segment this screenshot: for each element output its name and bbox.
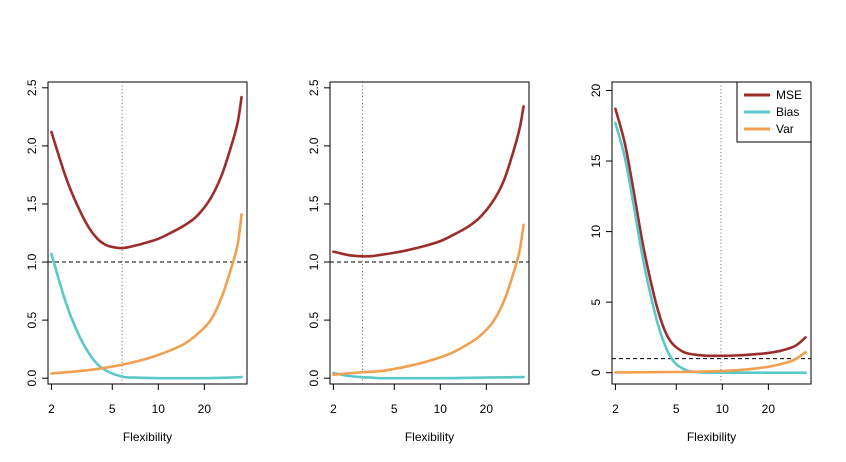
var-line [50, 213, 243, 375]
y-tick-label: 2.0 [25, 137, 39, 154]
mse-line [332, 105, 525, 258]
legend-box [736, 81, 812, 143]
legend-label-var: Var [776, 122, 794, 136]
y-tick-label: 0.5 [25, 311, 39, 328]
x-tick-label: 2 [330, 402, 337, 416]
y-tick-label: 1.5 [25, 195, 39, 212]
var-line [332, 223, 525, 377]
plot-frame [611, 81, 812, 385]
x-tick-label: 20 [762, 402, 776, 416]
x-tick-label: 5 [673, 402, 680, 416]
plot-frame [47, 81, 248, 385]
x-tick-label: 2 [612, 402, 619, 416]
x-axis-title: Flexibility [123, 430, 172, 444]
bias-line [50, 252, 243, 380]
x-tick-label: 10 [152, 402, 166, 416]
panel-2: 0.0 0.5 1.0 1.5 2.0 2.5 2 5 10 20 Flexibility [307, 79, 530, 444]
x-tick-label: 5 [109, 402, 116, 416]
x-tick-label: 10 [434, 402, 448, 416]
legend-label-bias: Bias [776, 105, 799, 119]
x-axis-title: Flexibility [405, 430, 454, 444]
y-tick-label: 0 [589, 369, 603, 376]
y-tick-label: 2.5 [25, 79, 39, 96]
x-tick-label: 20 [198, 402, 212, 416]
var-line [614, 350, 807, 374]
panel-1: 0.0 0.5 1.0 1.5 2.0 2.5 2 5 10 20 Flexibility [25, 79, 248, 444]
bias-line [614, 121, 807, 375]
y-tick-label: 15 [589, 154, 603, 168]
legend: MSE Bias Var [736, 81, 812, 143]
x-tick-label: 20 [480, 402, 494, 416]
plot-frame [329, 81, 530, 385]
y-tick-label: 1.0 [307, 253, 321, 270]
y-tick-label: 2.5 [307, 79, 321, 96]
y-tick-label: 0.0 [307, 370, 321, 387]
x-axis-title: Flexibility [687, 430, 736, 444]
y-tick-label: 5 [589, 298, 603, 305]
y-tick-label: 1.0 [25, 253, 39, 270]
x-tick-label: 5 [391, 402, 398, 416]
mse-line [614, 107, 807, 358]
y-tick-label: 20 [589, 83, 603, 97]
x-tick-label: 2 [48, 402, 55, 416]
y-tick-label: 0.5 [307, 311, 321, 328]
y-tick-label: 1.5 [307, 195, 321, 212]
y-tick-label: 10 [589, 225, 603, 239]
x-tick-label: 10 [716, 402, 730, 416]
mse-line [50, 95, 243, 250]
bias-line [332, 371, 525, 380]
y-tick-label: 0.0 [25, 370, 39, 387]
legend-label-mse: MSE [776, 88, 802, 102]
y-tick-label: 2.0 [307, 137, 321, 154]
